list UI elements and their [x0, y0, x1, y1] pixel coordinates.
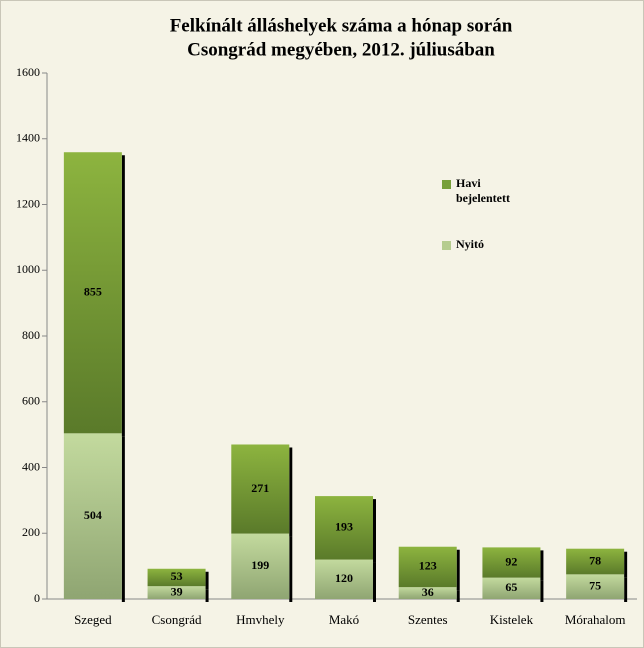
data-label: 65 [505, 580, 517, 594]
bar-shadow [289, 447, 293, 537]
data-label: 271 [251, 481, 269, 495]
bar-shadow [289, 536, 293, 602]
bar-shadow [540, 580, 544, 602]
x-tick-label: Kistelek [490, 612, 534, 627]
y-tick-label: 1000 [16, 262, 40, 276]
bar-segment [398, 546, 457, 588]
x-tick-label: Szentes [408, 612, 448, 627]
bar-segment [315, 559, 373, 599]
bar-shadow [624, 551, 628, 578]
bar-segment [315, 496, 373, 560]
bar-shadow [121, 155, 125, 437]
y-tick-label: 1600 [16, 65, 40, 79]
data-label: 199 [251, 558, 269, 572]
data-label: 39 [171, 584, 183, 598]
bar-shadow [624, 577, 628, 602]
bar-segment [147, 568, 206, 587]
y-tick-label: 200 [22, 525, 40, 539]
data-label: 193 [335, 520, 353, 534]
bar-segment [566, 574, 625, 599]
x-tick-label: Mórahalom [565, 612, 626, 627]
legend-swatch [442, 241, 451, 250]
y-tick-label: 800 [22, 328, 40, 342]
x-tick-label: Csongrád [152, 612, 202, 627]
legend-label: Havi bejelentett [456, 176, 510, 205]
data-label: 123 [419, 559, 437, 573]
bar-segment [63, 152, 122, 434]
y-tick-label: 1400 [16, 131, 40, 145]
bar-segment [482, 577, 541, 599]
data-label: 78 [589, 553, 601, 567]
bar-segment [63, 433, 122, 599]
chart-title: Felkínált álláshelyek száma a hónap sorá… [170, 15, 513, 36]
x-tick-label: Makó [329, 612, 359, 627]
data-label: 53 [171, 569, 183, 583]
bar-segment [398, 587, 457, 599]
bar-segment [231, 444, 290, 534]
data-label: 36 [422, 585, 434, 599]
data-label: 504 [84, 508, 102, 522]
legend-swatch [442, 180, 451, 189]
bar-segment [482, 547, 541, 578]
legend-label: Nyitó [456, 237, 484, 251]
data-label: 75 [589, 578, 601, 592]
y-tick-label: 400 [22, 459, 40, 473]
bar-shadow [121, 436, 125, 602]
data-label: 855 [84, 285, 102, 299]
x-tick-label: Szeged [74, 612, 112, 627]
bar-segment [231, 533, 290, 599]
x-tick-label: Hmvhely [236, 612, 285, 627]
bar-shadow [373, 562, 376, 602]
bar-shadow [456, 590, 460, 602]
y-tick-label: 600 [22, 394, 40, 408]
chart-title: Csongrád megyében, 2012. júliusában [187, 39, 495, 60]
data-label: 120 [335, 571, 353, 585]
bar-segment [147, 586, 206, 599]
bar-segment [566, 548, 625, 575]
data-label: 92 [505, 554, 517, 568]
bar-shadow [456, 549, 460, 591]
bar-shadow [373, 499, 376, 563]
y-tick-label: 0 [34, 591, 40, 605]
y-tick-label: 1200 [16, 196, 40, 210]
bar-shadow [540, 550, 544, 581]
bar-shadow [205, 589, 209, 602]
bar-shadow [205, 571, 209, 590]
